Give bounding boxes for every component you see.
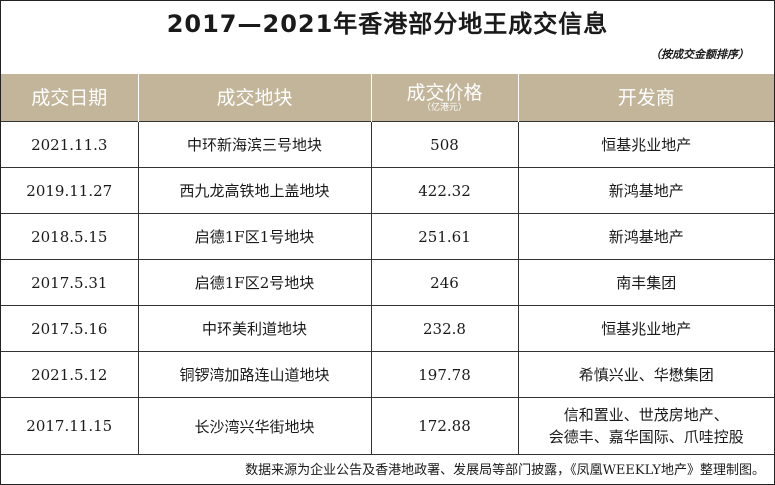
table-row: 2017.11.15 长沙湾兴华街地块 172.88 信和置业、世茂房地产、 会德丰、嘉…	[1, 397, 774, 455]
cell-plot: 启德1F区1号地块	[137, 213, 372, 260]
cell-plot: 中环美利道地块	[137, 305, 372, 352]
cell-price: 246	[370, 259, 519, 306]
table-row: 2021.11.3 中环新海滨三号地块 508 恒基兆业地产	[1, 121, 774, 168]
column-header-price: 成交价格 （亿港元）	[370, 74, 518, 122]
cell-date: 2017.5.31	[1, 259, 139, 306]
column-header-plot: 成交地块	[137, 74, 371, 122]
cell-developer: 新鸿基地产	[517, 167, 774, 214]
table-row: 2019.11.27 西九龙高铁地上盖地块 422.32 新鸿基地产	[1, 167, 774, 214]
cell-price: 172.88	[370, 397, 519, 455]
cell-price: 232.8	[370, 305, 519, 352]
cell-date: 2018.5.15	[1, 213, 139, 260]
table-header-row: 成交日期 成交地块 成交价格 （亿港元） 开发商	[1, 74, 774, 122]
cell-date: 2019.11.27	[1, 167, 139, 214]
cell-plot: 长沙湾兴华街地块	[137, 397, 372, 455]
table-row: 2017.5.31 启德1F区2号地块 246 南丰集团	[1, 259, 774, 306]
developer-line: 会德丰、嘉华国际、爪哇控股	[548, 428, 744, 446]
price-unit-label: （亿港元）	[421, 103, 467, 113]
cell-plot: 启德1F区2号地块	[137, 259, 372, 306]
developer-line: 南丰集团	[616, 273, 677, 292]
page-title: 2017—2021年香港部分地王成交信息	[166, 10, 609, 38]
cell-price: 197.78	[370, 351, 519, 398]
cell-developer: 信和置业、世茂房地产、 会德丰、嘉华国际、爪哇控股	[517, 397, 774, 455]
land-deals-table: 成交日期 成交地块 成交价格 （亿港元） 开发商 2021.11.3 中环新海滨三…	[1, 74, 774, 455]
table-row: 2017.5.16 中环美利道地块 232.8 恒基兆业地产	[1, 305, 774, 352]
column-header-developer: 开发商	[517, 74, 774, 122]
developer-line: 新鸿基地产	[608, 181, 684, 200]
price-header-label: 成交价格	[406, 82, 483, 104]
table-row: 2021.5.12 铜锣湾加路连山道地块 197.78 希慎兴业、华懋集团	[1, 351, 774, 398]
developer-line: 信和置业、世茂房地产、	[563, 406, 729, 424]
cell-date: 2017.5.16	[1, 305, 139, 352]
source-footnote: 数据来源为企业公告及香港地政署、发展局等部门披露，《凤凰WEEKLY地产》整理制…	[245, 463, 765, 478]
developer-line: 新鸿基地产	[608, 227, 684, 246]
sort-note: （按成交金额排序）	[650, 48, 749, 61]
cell-plot: 中环新海滨三号地块	[137, 121, 372, 168]
cell-developer: 南丰集团	[517, 259, 774, 306]
cell-developer: 恒基兆业地产	[517, 121, 774, 168]
developer-line: 恒基兆业地产	[601, 319, 692, 338]
cell-developer: 恒基兆业地产	[517, 305, 774, 352]
cell-date: 2021.5.12	[1, 351, 139, 398]
cell-price: 422.32	[370, 167, 519, 214]
cell-price: 508	[370, 121, 519, 168]
table-body: 2021.11.3 中环新海滨三号地块 508 恒基兆业地产 2019.11.27 西九龙…	[1, 121, 774, 455]
developer-line: 恒基兆业地产	[601, 135, 692, 154]
cell-price: 251.61	[370, 213, 519, 260]
cell-developer: 新鸿基地产	[517, 213, 774, 260]
cell-plot: 西九龙高铁地上盖地块	[137, 167, 372, 214]
cell-date: 2021.11.3	[1, 121, 139, 168]
developer-line: 希慎兴业、华懋集团	[578, 365, 714, 384]
cell-plot: 铜锣湾加路连山道地块	[137, 351, 372, 398]
table-row: 2018.5.15 启德1F区1号地块 251.61 新鸿基地产	[1, 213, 774, 260]
cell-developer: 希慎兴业、华懋集团	[517, 351, 774, 398]
column-header-date: 成交日期	[1, 74, 138, 122]
cell-date: 2017.11.15	[1, 397, 139, 455]
